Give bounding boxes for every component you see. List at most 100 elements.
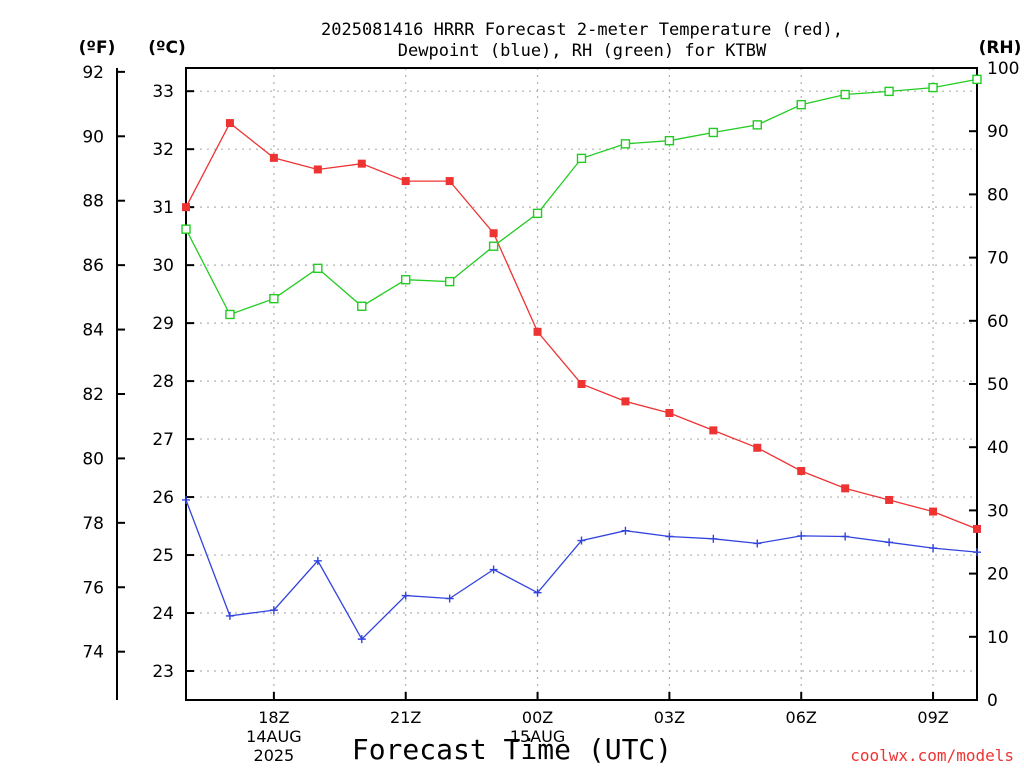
rh-point bbox=[796, 99, 806, 110]
dewpoint-point bbox=[665, 532, 674, 541]
chart-title-line2: Dewpoint (blue), RH (green) for KTBW bbox=[398, 41, 767, 61]
x-axis-title: Forecast Time (UTC) bbox=[352, 733, 672, 766]
axes-layer: 74 76 78 80 82 84 86 88 90 92 23 24 25 26 27 28 29 30 31 32… bbox=[82, 59, 1019, 765]
rh-tick-label: 50 bbox=[987, 375, 1009, 395]
dewpoint-point bbox=[401, 591, 410, 600]
fahrenheit-tick-label: 84 bbox=[82, 321, 104, 341]
rh-point bbox=[401, 275, 411, 285]
rh-tick-label: 80 bbox=[987, 185, 1009, 205]
rh-point bbox=[884, 86, 894, 97]
temperature-point bbox=[929, 507, 938, 516]
celsius-tick-label: 23 bbox=[152, 662, 174, 682]
fahrenheit-tick-label: 78 bbox=[82, 514, 104, 534]
celsius-tick-label: 31 bbox=[152, 198, 174, 218]
rh-point bbox=[840, 89, 850, 100]
fahrenheit-tick-label: 76 bbox=[82, 578, 104, 598]
temperature-point bbox=[225, 119, 234, 128]
temperature-point bbox=[401, 177, 410, 186]
watermark: coolwx.com/models bbox=[850, 746, 1014, 765]
rh-point bbox=[972, 74, 982, 85]
series-layer bbox=[181, 74, 982, 644]
dewpoint-point bbox=[182, 495, 190, 504]
x-year-label: 2025 bbox=[254, 746, 295, 765]
x-tick-label: 09Z bbox=[917, 708, 948, 727]
dewpoint-point bbox=[621, 526, 630, 535]
dewpoint-point bbox=[753, 539, 762, 548]
rh-point bbox=[752, 120, 762, 130]
fahrenheit-tick-label: 82 bbox=[82, 385, 104, 405]
temperature-point bbox=[797, 466, 806, 475]
fahrenheit-unit-label: (ºF) bbox=[79, 38, 116, 58]
rh-point bbox=[225, 309, 235, 320]
fahrenheit-tick-label: 74 bbox=[82, 643, 104, 663]
dewpoint-point bbox=[225, 611, 234, 620]
dewpoint-line bbox=[185, 499, 978, 641]
temperature-point bbox=[621, 397, 630, 406]
rh-tick-label: 20 bbox=[987, 565, 1009, 585]
temperature-point bbox=[577, 380, 586, 388]
fahrenheit-tick-label: 88 bbox=[82, 192, 104, 212]
temperature-point bbox=[445, 177, 454, 186]
rh-point bbox=[269, 293, 279, 304]
fahrenheit-tick-label: 80 bbox=[82, 449, 104, 469]
temperature-point bbox=[533, 327, 542, 336]
celsius-tick-label: 27 bbox=[152, 430, 174, 450]
x-tick-label: 06Z bbox=[786, 708, 817, 727]
temperature-point bbox=[313, 165, 322, 174]
temperature-point bbox=[885, 495, 894, 504]
dewpoint-point bbox=[885, 538, 894, 547]
rh-tick-label: 30 bbox=[987, 501, 1009, 521]
celsius-tick-label: 30 bbox=[152, 256, 174, 276]
celsius-tick-label: 26 bbox=[152, 488, 174, 508]
celsius-tick-label: 28 bbox=[152, 372, 174, 392]
fahrenheit-tick-label: 92 bbox=[82, 63, 104, 83]
x-tick-label: 03Z bbox=[654, 708, 685, 727]
rh-line bbox=[185, 78, 978, 316]
celsius-tick-label: 24 bbox=[152, 604, 174, 624]
rh-point bbox=[576, 153, 587, 164]
rh-tick-label: 90 bbox=[987, 122, 1009, 142]
rh-tick-label: 60 bbox=[987, 312, 1009, 332]
fahrenheit-tick-label: 90 bbox=[82, 127, 104, 147]
rh-tick-label: 70 bbox=[987, 249, 1009, 269]
x-tick-label: 00Z bbox=[522, 708, 553, 727]
temperature-point bbox=[357, 159, 366, 168]
rh-unit-label: (RH) bbox=[979, 38, 1022, 58]
rh-point bbox=[664, 135, 675, 146]
dewpoint-point bbox=[841, 532, 850, 541]
dewpoint-point bbox=[929, 544, 938, 553]
temperature-point bbox=[753, 443, 762, 452]
rh-point bbox=[620, 139, 631, 149]
chart-title-line1: 2025081416 HRRR Forecast 2-meter Tempera… bbox=[321, 20, 843, 40]
celsius-unit-label: (ºC) bbox=[148, 38, 186, 58]
dewpoint-point bbox=[445, 594, 454, 603]
celsius-tick-label: 32 bbox=[152, 140, 174, 160]
rh-point bbox=[357, 301, 367, 311]
temperature-point bbox=[841, 484, 850, 493]
rh-tick-label: 100 bbox=[987, 59, 1019, 79]
dewpoint-point bbox=[533, 588, 542, 597]
celsius-tick-label: 25 bbox=[152, 546, 174, 566]
dewpoint-point bbox=[269, 606, 278, 615]
temperature-point bbox=[489, 229, 498, 238]
rh-point bbox=[181, 224, 191, 234]
x-date-label: 15AUG bbox=[510, 727, 565, 746]
x-date-label: 14AUG bbox=[246, 727, 301, 746]
x-tick-label: 18Z bbox=[258, 708, 289, 727]
temperature-point bbox=[709, 426, 718, 435]
dewpoint-point bbox=[973, 548, 981, 557]
rh-point bbox=[444, 276, 455, 287]
rh-tick-label: 0 bbox=[987, 691, 998, 711]
temperature-point bbox=[973, 524, 981, 533]
temperature-point bbox=[269, 153, 278, 162]
temperature-point bbox=[182, 203, 190, 212]
rh-tick-label: 10 bbox=[987, 628, 1009, 648]
temperature-line bbox=[185, 122, 978, 530]
celsius-tick-label: 29 bbox=[152, 314, 174, 334]
x-tick-label: 21Z bbox=[390, 708, 421, 727]
rh-point bbox=[532, 208, 543, 219]
dewpoint-point bbox=[797, 531, 806, 540]
dewpoint-point bbox=[313, 556, 322, 565]
dewpoint-point bbox=[709, 534, 718, 543]
